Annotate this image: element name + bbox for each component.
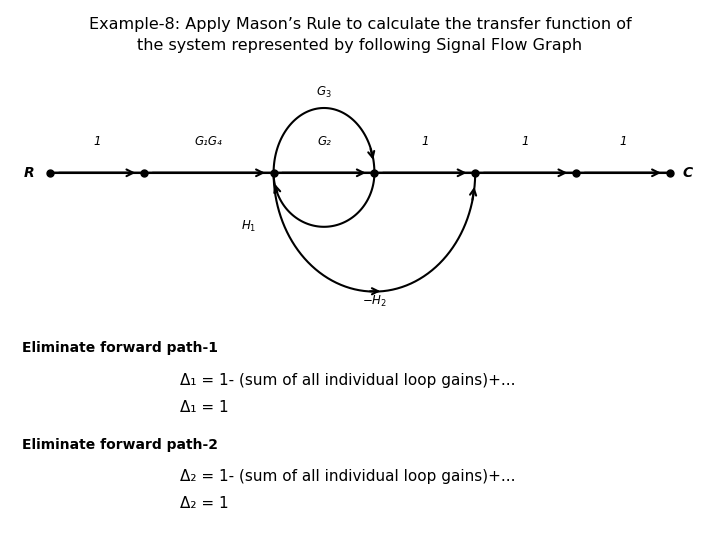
Text: 1: 1 <box>94 136 101 148</box>
Text: Example-8: Apply Mason’s Rule to calculate the transfer function of: Example-8: Apply Mason’s Rule to calcula… <box>89 17 631 32</box>
Text: Eliminate forward path-1: Eliminate forward path-1 <box>22 341 217 355</box>
Text: $H_1$: $H_1$ <box>240 219 256 234</box>
Text: G₁G₄: G₁G₄ <box>195 136 222 148</box>
Text: Δ₂ = 1- (sum of all individual loop gains)+...: Δ₂ = 1- (sum of all individual loop gain… <box>180 469 516 484</box>
Text: C: C <box>683 166 693 180</box>
Text: Δ₁ = 1: Δ₁ = 1 <box>180 400 229 415</box>
Text: Δ₂ = 1: Δ₂ = 1 <box>180 496 229 511</box>
Text: 1: 1 <box>421 136 428 148</box>
Text: Eliminate forward path-2: Eliminate forward path-2 <box>22 438 217 453</box>
Text: R: R <box>24 166 35 180</box>
Text: G₂: G₂ <box>317 136 331 148</box>
Text: $G_3$: $G_3$ <box>316 85 332 100</box>
Text: Δ₁ = 1- (sum of all individual loop gains)+...: Δ₁ = 1- (sum of all individual loop gain… <box>180 373 516 388</box>
Text: the system represented by following Signal Flow Graph: the system represented by following Sign… <box>138 38 582 53</box>
Text: 1: 1 <box>522 136 529 148</box>
Text: $-H_2$: $-H_2$ <box>362 294 387 309</box>
Text: 1: 1 <box>619 136 626 148</box>
